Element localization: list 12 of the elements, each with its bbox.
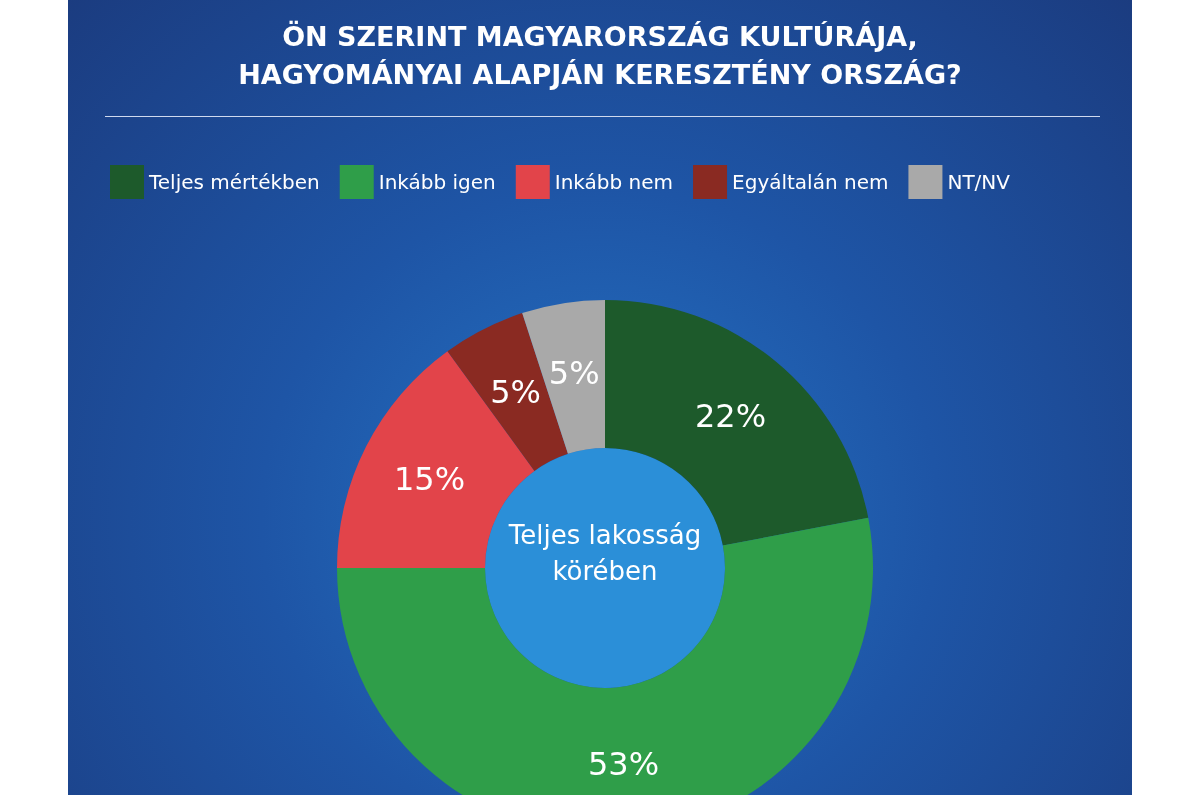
legend-label: Inkább igen <box>378 170 496 194</box>
legend-label: NT/NV <box>947 170 1011 194</box>
legend-label: Egyáltalán nem <box>732 170 889 194</box>
legend-label: Inkább nem <box>554 170 674 194</box>
text: Teljes lakosság körében <box>507 520 702 586</box>
data-label: 15% <box>393 459 466 498</box>
data-label: 53% <box>587 745 660 784</box>
legend-label: Teljes mértékben <box>148 170 320 194</box>
data-label: 5% <box>548 354 600 393</box>
data-label: 5% <box>490 373 541 412</box>
data-label: 22% <box>695 397 767 436</box>
chart-title: ÖN SZERINT MAGYARORSZÁG KULTÚRÁJA, HAGYOMÁNYAI ALAPJÁN KERESZTÉNY ORSZÁG? <box>238 19 962 90</box>
